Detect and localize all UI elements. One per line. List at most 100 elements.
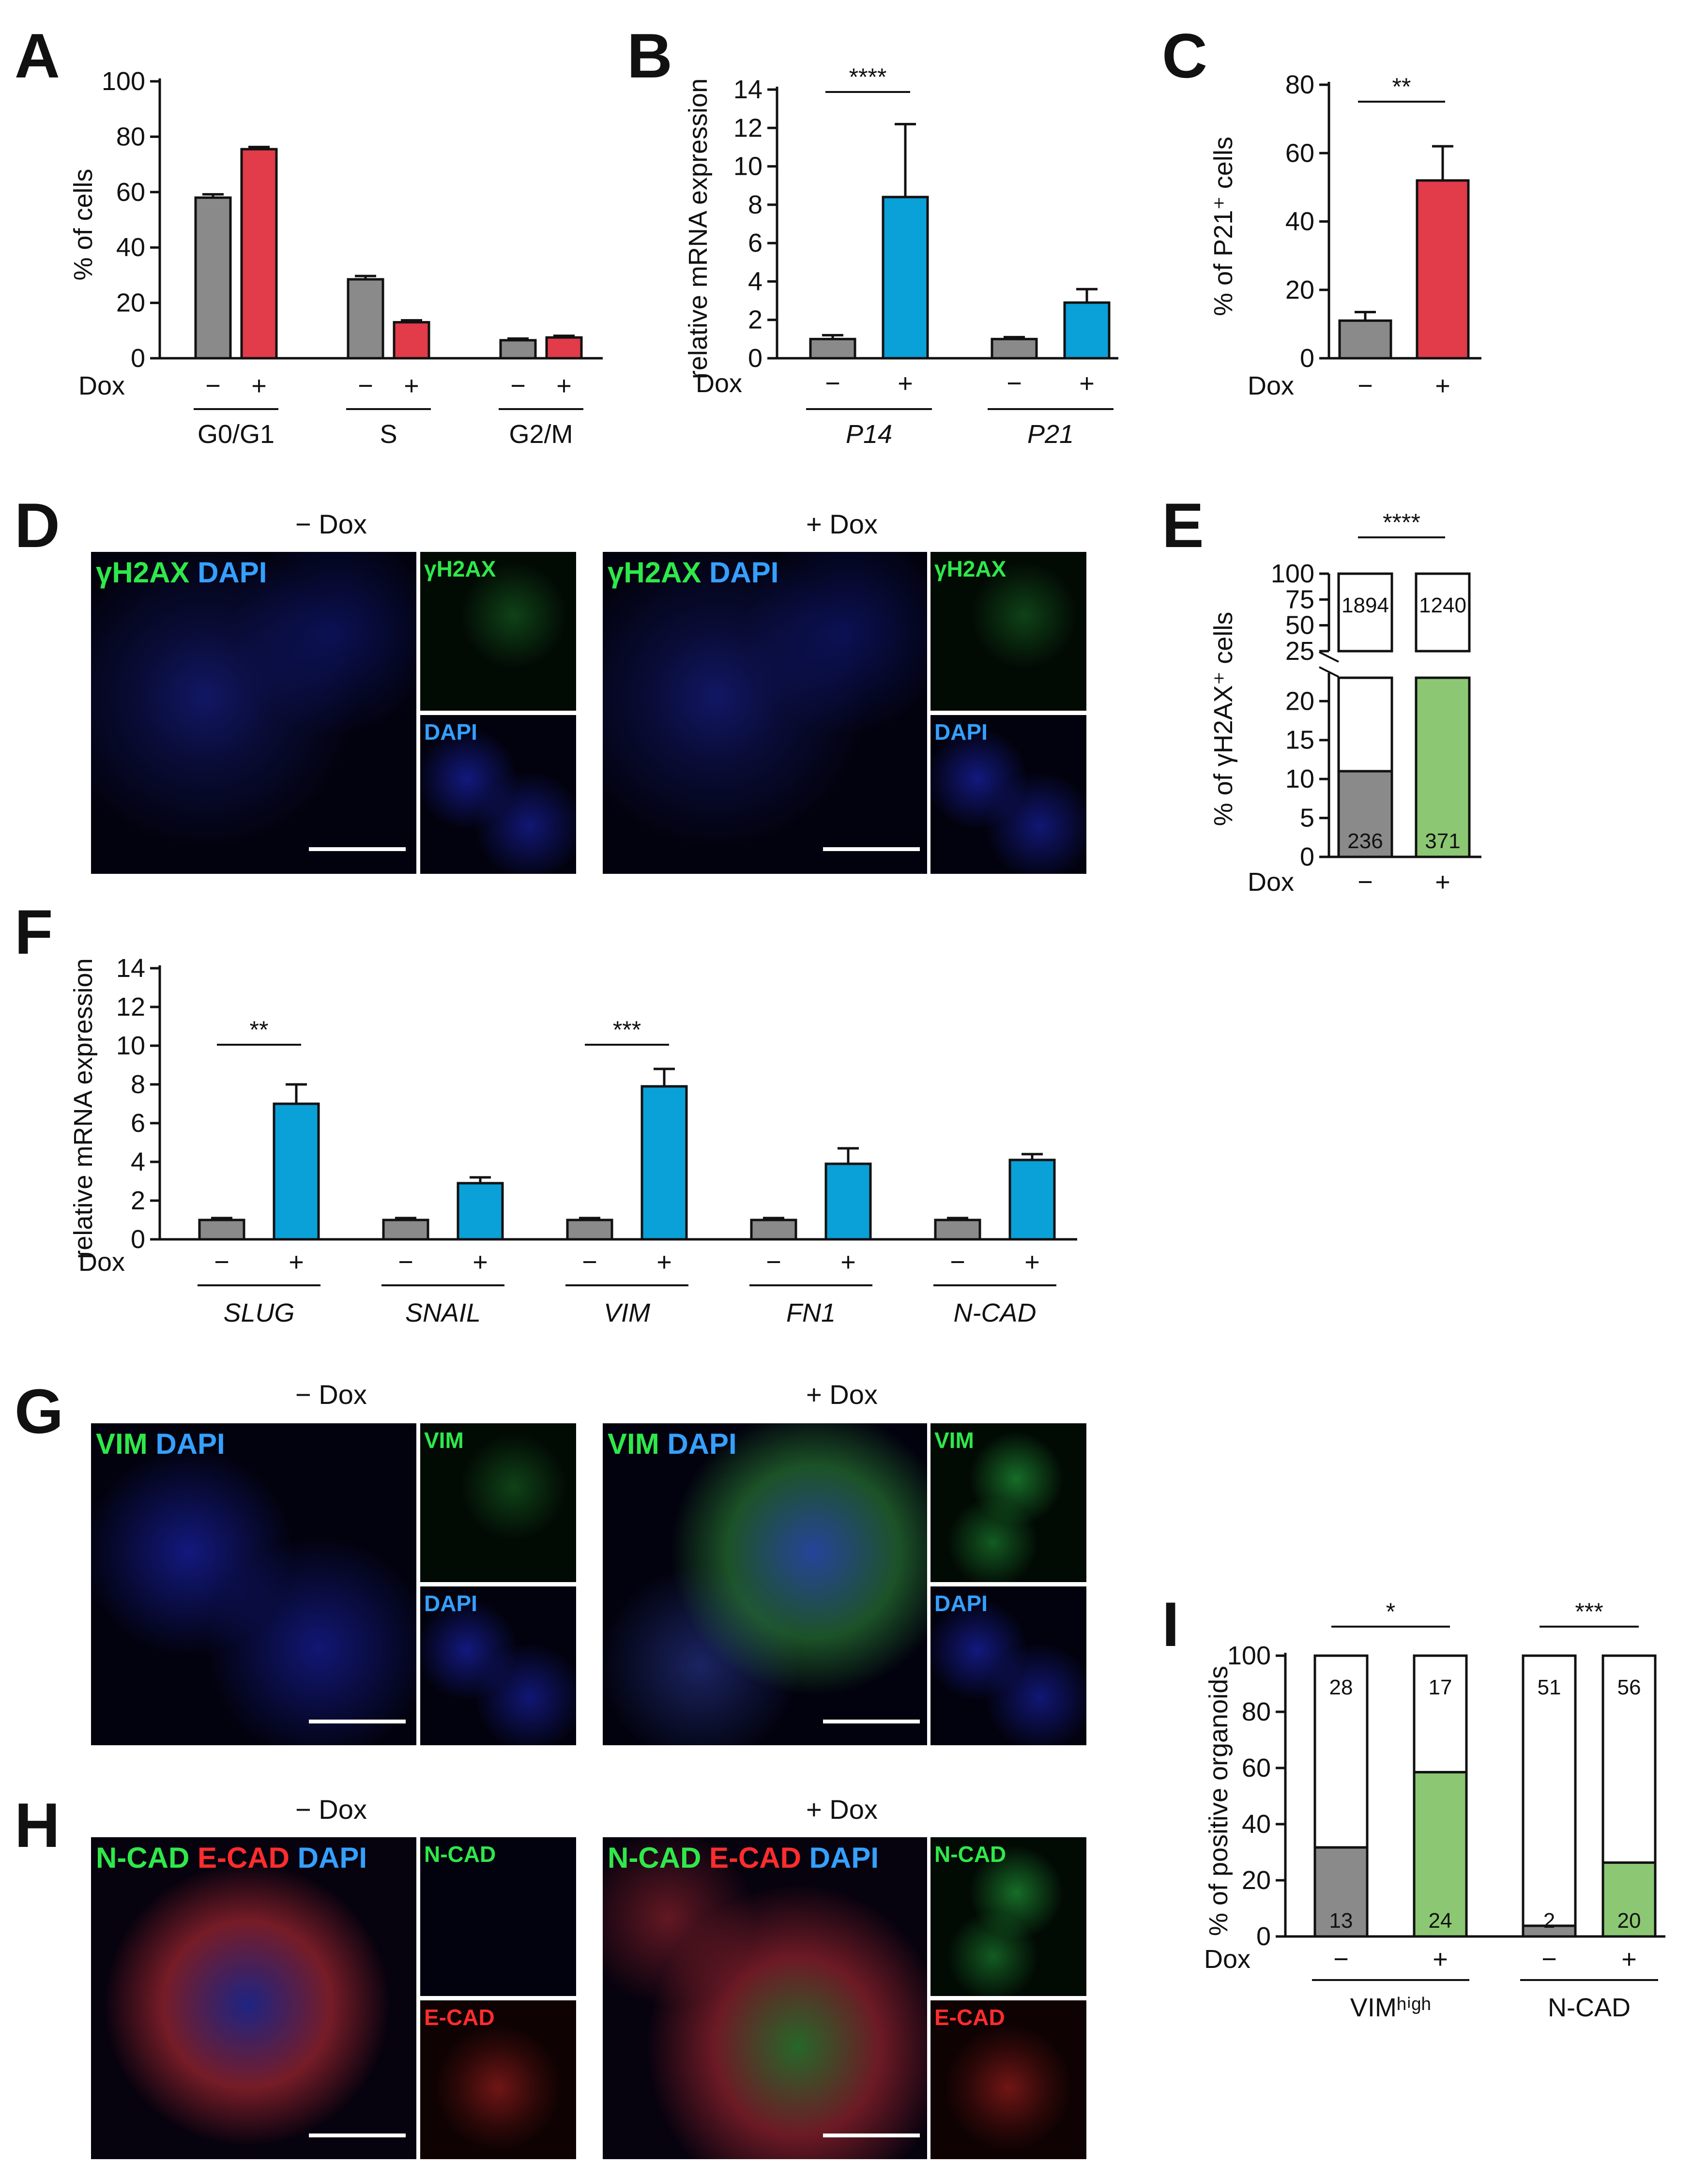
e-bar-positive bbox=[1337, 770, 1393, 858]
a-dox-sign: − bbox=[510, 371, 526, 400]
g-plus-merge-image: VIM DAPI bbox=[603, 1423, 927, 1745]
b-dox-sign: + bbox=[898, 369, 913, 398]
e-y-tick-label: 25 bbox=[1285, 637, 1314, 666]
h-minus-label-dapi: DAPI bbox=[297, 1842, 367, 1874]
i-bar-negative bbox=[1413, 1654, 1468, 1774]
h-plus-label-ecad: E-CAD bbox=[709, 1842, 801, 1874]
d-plus-merge-image: γH2AX DAPI bbox=[603, 552, 927, 874]
i-y-tick-label: 0 bbox=[1256, 1922, 1271, 1951]
e-dox-label: Dox bbox=[1248, 868, 1294, 897]
d-plus-small-dapi: DAPI bbox=[934, 719, 988, 745]
i-y-tick-label: 60 bbox=[1242, 1753, 1271, 1783]
d-plus-dapi-image: DAPI bbox=[930, 715, 1086, 874]
b-dox-sign: + bbox=[1079, 369, 1095, 398]
f-group-label: N-CAD bbox=[954, 1298, 1037, 1327]
g-minus-dox-title: − Dox bbox=[295, 1379, 367, 1410]
i-y-tick-label: 80 bbox=[1242, 1697, 1271, 1726]
g-minus-small-dapi: DAPI bbox=[424, 1591, 477, 1616]
e-y-axis-label: % of γH2AX⁺ cells bbox=[1209, 612, 1238, 826]
i-bar-negative bbox=[1601, 1654, 1657, 1864]
d-plus-h2ax-image: γH2AX bbox=[930, 552, 1086, 711]
b-group-label: P21 bbox=[1027, 420, 1074, 449]
b-bar-P21-1 bbox=[1063, 301, 1111, 360]
i-dox-sign: − bbox=[1333, 1945, 1349, 1974]
a-dox-sign: + bbox=[556, 371, 572, 400]
a-y-tick-label: 80 bbox=[116, 122, 145, 151]
f-dox-label: Dox bbox=[78, 1248, 125, 1277]
c-y-tick-label: 40 bbox=[1285, 207, 1314, 236]
d-minus-label-h2ax: γH2AX bbox=[96, 556, 190, 589]
panel-letter-f: F bbox=[15, 897, 53, 967]
e-y-tick-label: 75 bbox=[1285, 585, 1314, 614]
d-minus-small-h2ax: γH2AX bbox=[424, 556, 496, 581]
f-dox-sign: − bbox=[214, 1248, 229, 1277]
panel-letter-b: B bbox=[627, 20, 672, 91]
f-dox-sign: + bbox=[473, 1248, 488, 1277]
b-significance-label: **** bbox=[849, 63, 887, 91]
c-dox-sign: − bbox=[1357, 371, 1373, 400]
d-minus-dox-title: − Dox bbox=[295, 509, 367, 539]
f-bar-N-CAD-0 bbox=[934, 1219, 981, 1241]
d-minus-small-dapi: DAPI bbox=[424, 719, 477, 745]
e-y-tick-label: 50 bbox=[1285, 611, 1314, 640]
e-significance-label: **** bbox=[1383, 509, 1420, 536]
h-plus-ecad-image: E-CAD bbox=[930, 2000, 1086, 2159]
a-bar-G0/G1-0 bbox=[194, 196, 232, 360]
i-dox-sign: − bbox=[1541, 1945, 1557, 1974]
e-bar-positive bbox=[1415, 676, 1471, 858]
f-bar-SNAIL-0 bbox=[382, 1219, 429, 1241]
f-dox-sign: − bbox=[950, 1248, 965, 1277]
e-y-tick-label: 0 bbox=[1300, 842, 1314, 871]
d-plus-label-dapi: DAPI bbox=[709, 556, 779, 589]
f-bar-FN1-0 bbox=[750, 1219, 797, 1241]
i-y-tick-label: 20 bbox=[1242, 1866, 1271, 1895]
f-y-tick-label: 2 bbox=[131, 1186, 145, 1215]
a-y-tick-label: 100 bbox=[102, 67, 145, 96]
h-plus-label-dapi: DAPI bbox=[809, 1842, 879, 1874]
panel-letter-i: I bbox=[1162, 1589, 1180, 1660]
f-dox-sign: − bbox=[398, 1248, 413, 1277]
f-bar-SLUG-1 bbox=[273, 1102, 320, 1241]
b-y-tick-label: 14 bbox=[733, 75, 762, 104]
i-y-tick-label: 100 bbox=[1227, 1641, 1271, 1670]
b-bar-P21-0 bbox=[991, 337, 1038, 360]
g-minus-merge-image: VIM DAPI bbox=[91, 1423, 416, 1745]
e-y-tick-label: 10 bbox=[1285, 764, 1314, 793]
d-minus-h2ax-image: γH2AX bbox=[420, 552, 576, 711]
e-y-tick-label: 100 bbox=[1271, 559, 1314, 588]
h-minus-label-ncad: N-CAD bbox=[96, 1842, 190, 1874]
e-bar-negative-upper bbox=[1337, 572, 1393, 653]
f-y-axis-label: relative mRNA expression bbox=[69, 958, 98, 1259]
h-minus-ecad-image: E-CAD bbox=[420, 2000, 576, 2159]
panel-letter-c: C bbox=[1162, 20, 1207, 91]
e-bar-negative-upper bbox=[1415, 572, 1471, 653]
c-dox-sign: + bbox=[1435, 371, 1450, 400]
b-y-tick-label: 12 bbox=[733, 113, 762, 142]
g-plus-vim-image: VIM bbox=[930, 1423, 1086, 1582]
h-plus-merge-image: N-CAD E-CAD DAPI bbox=[603, 1837, 927, 2159]
h-minus-dox-title: − Dox bbox=[295, 1794, 367, 1825]
i-count-negative: 51 bbox=[1538, 1676, 1561, 1699]
b-y-tick-label: 4 bbox=[748, 267, 762, 296]
b-bar-P14-0 bbox=[809, 337, 856, 360]
b-dox-sign: − bbox=[1006, 369, 1022, 398]
panel-letter-a: A bbox=[15, 20, 60, 91]
b-y-tick-label: 0 bbox=[748, 344, 762, 373]
scale-bar bbox=[823, 847, 920, 851]
panel-letter-g: G bbox=[15, 1376, 64, 1447]
i-bar-negative bbox=[1522, 1654, 1577, 1927]
i-bar-positive bbox=[1601, 1861, 1657, 1938]
f-bar-VIM-1 bbox=[640, 1085, 688, 1241]
f-dox-sign: + bbox=[1024, 1248, 1040, 1277]
f-y-tick-label: 10 bbox=[116, 1031, 145, 1060]
e-dox-sign: − bbox=[1357, 868, 1373, 897]
a-y-tick-label: 60 bbox=[116, 178, 145, 207]
c-bar-1 bbox=[1416, 179, 1470, 360]
b-group-label: P14 bbox=[846, 420, 892, 449]
g-minus-small-vim: VIM bbox=[424, 1428, 464, 1453]
f-significance-label: *** bbox=[613, 1016, 641, 1043]
h-plus-dox-title: + Dox bbox=[806, 1794, 878, 1825]
i-significance-label: *** bbox=[1575, 1598, 1603, 1625]
e-dox-sign: + bbox=[1435, 868, 1450, 897]
g-plus-dapi-image: DAPI bbox=[930, 1586, 1086, 1745]
